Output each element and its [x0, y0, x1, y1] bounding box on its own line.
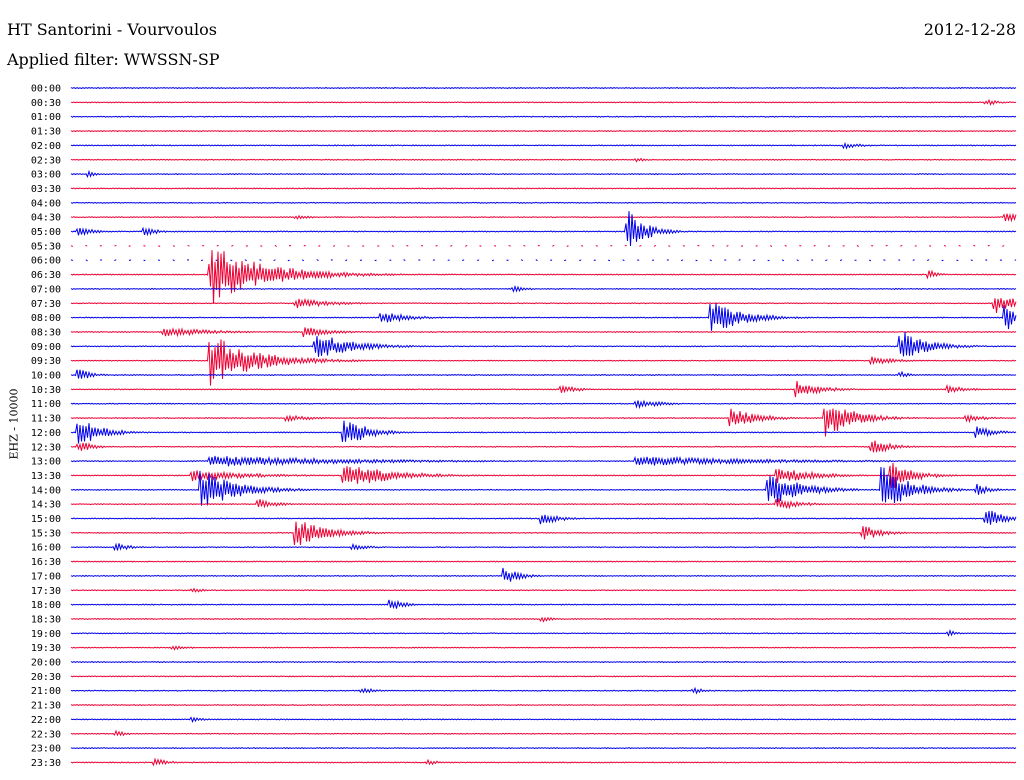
trace-1800	[70, 599, 1017, 610]
trace-1530	[70, 521, 1017, 546]
trace-0330	[70, 187, 1017, 190]
time-tick-label: 07:30	[31, 299, 61, 310]
trace-1830	[70, 616, 1017, 623]
time-tick-label: 17:00	[31, 571, 61, 582]
trace-0730	[70, 297, 1017, 314]
trace-1500	[70, 510, 1017, 525]
time-tick-label: 05:00	[31, 227, 61, 238]
time-tick-label: 04:00	[31, 198, 61, 209]
time-tick-label: 17:30	[31, 586, 61, 597]
trace-1700	[70, 567, 1017, 582]
date-label: 2012-12-28	[923, 20, 1016, 39]
time-tick-label: 06:30	[31, 270, 61, 281]
time-tick-label: 03:00	[31, 170, 61, 181]
time-tick-label: 01:30	[31, 127, 61, 138]
time-tick-label: 03:30	[31, 184, 61, 195]
trace-1230	[70, 440, 1017, 453]
time-tick-label: 19:00	[31, 629, 61, 640]
trace-0630	[70, 250, 1017, 304]
time-tick-label: 04:30	[31, 213, 61, 224]
time-tick-label: 11:30	[31, 414, 61, 425]
time-tick-label: 11:00	[31, 399, 61, 410]
trace-1200	[70, 420, 1017, 444]
time-tick-label: 09:30	[31, 356, 61, 367]
time-tick-label: 09:00	[31, 342, 61, 353]
time-tick-label: 20:00	[31, 658, 61, 669]
trace-1430	[70, 498, 1017, 510]
trace-0100	[70, 115, 1017, 118]
trace-1300	[70, 455, 1017, 467]
time-tick-label: 12:30	[31, 442, 61, 453]
trace-0400	[70, 201, 1017, 204]
time-tick-label: 21:30	[31, 701, 61, 712]
time-tick-label: 18:30	[31, 614, 61, 625]
time-tick-label: 12:00	[31, 428, 61, 439]
time-tick-label: 00:00	[31, 84, 61, 95]
trace-2000	[70, 660, 1017, 664]
trace-0000	[70, 86, 1017, 90]
time-tick-label: 10:00	[31, 371, 61, 382]
time-tick-label: 06:00	[31, 256, 61, 267]
time-tick-label: 23:30	[31, 758, 61, 769]
time-tick-label: 21:00	[31, 686, 61, 697]
time-tick-label: 13:30	[31, 471, 61, 482]
time-tick-label: 08:30	[31, 327, 61, 338]
trace-2330	[70, 757, 1017, 767]
trace-1000	[70, 369, 1017, 379]
trace-1330	[70, 462, 1017, 489]
filter-label: Applied filter: WWSSN-SP	[7, 50, 220, 69]
time-tick-label: 13:00	[31, 457, 61, 468]
time-tick-label: 10:30	[31, 385, 61, 396]
time-tick-label: 02:30	[31, 155, 61, 166]
trace-1930	[70, 645, 1017, 651]
trace-0200	[70, 141, 1017, 150]
trace-0500	[70, 211, 1017, 247]
trace-2230	[70, 729, 1017, 737]
time-tick-label: 07:00	[31, 284, 61, 295]
trace-0800	[70, 303, 1017, 331]
time-tick-label: 05:30	[31, 241, 61, 252]
trace-2100	[70, 686, 1017, 695]
trace-1100	[70, 399, 1017, 410]
station-title: HT Santorini - Vourvoulos	[7, 20, 217, 39]
trace-0900	[70, 332, 1017, 357]
time-tick-label: 18:00	[31, 600, 61, 611]
trace-0300	[70, 169, 1017, 179]
time-tick-label: 22:30	[31, 729, 61, 740]
trace-1900	[70, 628, 1017, 637]
trace-1030	[70, 380, 1017, 398]
trace-0130	[70, 130, 1017, 133]
trace-1630	[70, 560, 1017, 563]
trace-1400	[70, 466, 1017, 506]
trace-1730	[70, 587, 1017, 593]
trace-0930	[70, 339, 1017, 386]
trace-0830	[70, 327, 1017, 338]
time-tick-label: 22:00	[31, 715, 61, 726]
time-tick-label: 19:30	[31, 643, 61, 654]
time-tick-label: 16:30	[31, 557, 61, 568]
trace-0530	[70, 244, 1017, 247]
trace-0030	[70, 98, 1017, 106]
time-tick-label: 00:30	[31, 98, 61, 109]
trace-2200	[70, 716, 1017, 723]
trace-0230	[70, 157, 1017, 163]
time-tick-label: 14:00	[31, 485, 61, 496]
time-tick-label: 16:00	[31, 543, 61, 554]
time-tick-label: 20:30	[31, 672, 61, 683]
trace-0700	[70, 284, 1017, 293]
trace-2030	[70, 675, 1017, 678]
trace-0430	[70, 212, 1017, 223]
time-tick-label: 15:30	[31, 528, 61, 539]
time-tick-label: 01:00	[31, 112, 61, 123]
trace-2130	[70, 704, 1017, 707]
time-tick-label: 15:00	[31, 514, 61, 525]
time-tick-label: 14:30	[31, 500, 61, 511]
time-tick-label: 23:00	[31, 744, 61, 755]
trace-2300	[70, 747, 1017, 750]
trace-1600	[70, 542, 1017, 552]
time-tick-label: 08:00	[31, 313, 61, 324]
time-tick-label: 02:00	[31, 141, 61, 152]
trace-1130	[70, 408, 1017, 437]
